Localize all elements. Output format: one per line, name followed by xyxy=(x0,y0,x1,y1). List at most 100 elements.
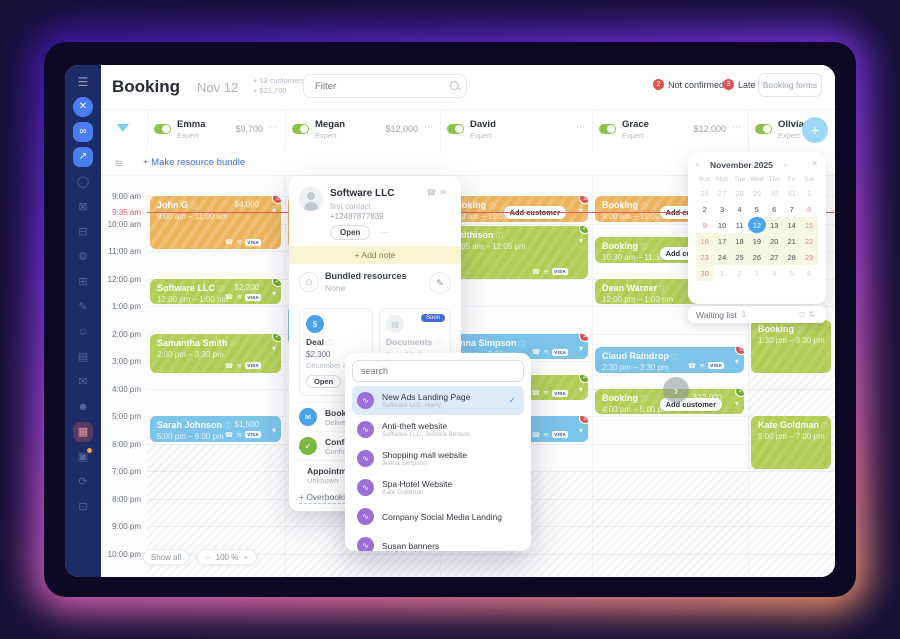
more-icon[interactable]: ⋯ xyxy=(269,122,278,132)
more-icon[interactable]: ⋯ xyxy=(424,122,433,132)
make-resource-bundle-link[interactable]: + Make resource bundle xyxy=(143,157,246,168)
zoom-out-button[interactable]: − xyxy=(205,552,211,562)
open-deal-button[interactable]: Open xyxy=(306,375,342,388)
booking-card[interactable]: Kate Goldman ⓘ 5:00 pm – 7:00 pm xyxy=(751,416,831,469)
calendar-day[interactable]: 5 xyxy=(789,268,794,278)
messages-icon[interactable]: ⊠ xyxy=(78,201,88,213)
calendar-day[interactable]: 27 xyxy=(717,188,727,198)
zoom-in-button[interactable]: + xyxy=(243,552,249,562)
chat-icon[interactable]: ✉ xyxy=(440,188,451,197)
filter-input[interactable] xyxy=(313,80,447,93)
close-button[interactable]: ✕ xyxy=(73,96,93,117)
billing-icon[interactable]: ⊞ xyxy=(78,276,88,288)
more-icon[interactable]: ⋯ xyxy=(732,122,741,132)
notes-icon[interactable]: ✎ xyxy=(78,301,88,313)
apps-icon[interactable]: ⊡ xyxy=(78,501,88,513)
edit-bundle-button[interactable]: ✎ xyxy=(429,272,451,294)
calendar-day[interactable]: 28 xyxy=(782,249,801,265)
chevron-down-icon[interactable]: ▾ xyxy=(578,384,583,394)
show-all-button[interactable]: Show all xyxy=(143,549,189,565)
profile-icon[interactable]: ☻ xyxy=(77,400,89,413)
more-icon[interactable]: ⋯ xyxy=(381,228,389,237)
selected-date[interactable]: Nov 12 xyxy=(197,80,239,95)
calendar-day[interactable]: 1 xyxy=(720,268,725,278)
close-calendar-icon[interactable]: ✕ xyxy=(811,159,818,168)
booking-card[interactable]: Smithison ⓘ 10:05 am – 12:05 pm ▾ ☎ ≋ VISA ✓ xyxy=(443,225,588,279)
calendar-day[interactable]: 2 xyxy=(702,204,707,214)
share-button[interactable]: ↗ xyxy=(73,146,93,167)
chevron-down-icon[interactable]: ▾ xyxy=(271,343,276,353)
calendar-day[interactable]: 11 xyxy=(735,220,744,230)
contact-actions[interactable]: ☎✉ xyxy=(426,188,451,197)
mail-icon[interactable]: ✉ xyxy=(78,376,88,388)
calendar-day[interactable]: 19 xyxy=(748,233,766,249)
chevron-down-icon[interactable]: ▾ xyxy=(734,357,739,367)
calendar-day[interactable]: 1 xyxy=(806,188,812,198)
calendar-day[interactable]: 26 xyxy=(748,249,766,265)
calendar-day[interactable]: 3 xyxy=(720,204,725,214)
contacts-icon[interactable]: ☺ xyxy=(77,325,89,338)
calendar-day[interactable]: 4 xyxy=(737,204,742,214)
overbooking-link[interactable]: + Overbooking xyxy=(299,492,355,504)
calendar-day[interactable]: 4 xyxy=(772,268,777,278)
calendar-day[interactable]: 17 xyxy=(713,233,731,249)
calendar-day[interactable]: 13 xyxy=(765,217,783,233)
filter-funnel-icon[interactable] xyxy=(117,124,129,132)
calendar-day[interactable]: 15 xyxy=(800,217,818,233)
booking-card[interactable]: Samantha Smith ⓘ 2:00 pm – 3:30 pm ▾ ☎ ≋ VISA… xyxy=(150,333,281,373)
bookings-icon[interactable]: ▣ xyxy=(73,447,93,467)
chevron-down-icon[interactable]: ▾ xyxy=(578,343,583,353)
calendar-day[interactable]: 5 xyxy=(754,204,759,214)
resource-toggle[interactable] xyxy=(447,124,464,134)
chevron-down-icon[interactable]: ▾ xyxy=(734,398,739,408)
layers-icon[interactable]: ≋ xyxy=(114,158,124,170)
add-resource-button[interactable]: + xyxy=(802,117,828,143)
chevron-down-icon[interactable]: ▾ xyxy=(271,206,276,215)
calendar-day[interactable]: 28 xyxy=(735,188,744,198)
booking-forms-button[interactable]: Booking forms xyxy=(758,73,822,97)
dropdown-item[interactable]: ∿ Anti-theft website Software LLC, Jessica… xyxy=(352,415,524,444)
prev-month-button[interactable]: ‹ xyxy=(696,159,699,169)
calendar-day[interactable]: 18 xyxy=(730,233,749,249)
calendar-day[interactable]: 7 xyxy=(789,204,794,214)
calendar-day[interactable]: 29 xyxy=(800,249,818,265)
filter-box[interactable] xyxy=(303,74,467,98)
calendar-day[interactable]: 9 xyxy=(702,220,707,230)
waiting-list-bar[interactable]: Waiting list 1 ⊙⇅ xyxy=(688,306,826,323)
booking-card[interactable]: Sarah Johnson ⓘ $1,500 5:00 pm – 6:00 pm ▾ ☎… xyxy=(150,416,281,442)
calendar-day[interactable]: 21 xyxy=(782,233,801,249)
settings-icon[interactable]: ⚙ xyxy=(78,251,88,263)
calendar-day[interactable]: 10 xyxy=(717,220,727,230)
resource-toggle[interactable] xyxy=(154,124,171,134)
more-icon[interactable]: ⋯ xyxy=(576,122,585,132)
calendar-day[interactable]: 27 xyxy=(765,249,783,265)
open-contact-button[interactable]: Open xyxy=(330,225,371,240)
dropdown-search-input[interactable] xyxy=(352,360,524,382)
calendar-day[interactable]: 6 xyxy=(806,268,812,278)
calendar-day[interactable]: 30 xyxy=(696,265,714,281)
add-note-button[interactable]: + Add note xyxy=(289,246,461,264)
chevron-down-icon[interactable]: ▾ xyxy=(578,235,583,245)
calendar-day[interactable]: 26 xyxy=(700,188,709,198)
calendar-day[interactable]: 14 xyxy=(782,217,801,233)
booking-card[interactable]: Software LLC ⓘ $2,200 12:00 pm – 1:00 pm ▾ ☎… xyxy=(150,278,281,304)
link-button[interactable]: ∞ xyxy=(73,121,93,142)
booking-card[interactable]: Claud Raindrop ⓘ 2:30 pm – 3:30 pm ▾ ☎ ≋ VISA… xyxy=(595,347,744,373)
calendar-day[interactable]: 6 xyxy=(772,204,777,214)
resource-toggle[interactable] xyxy=(292,124,309,134)
calendar-day[interactable]: 3 xyxy=(754,268,759,278)
dropdown-item[interactable]: ∿ Company Social Media Landing xyxy=(352,502,524,531)
scroll-next-button[interactable]: › xyxy=(663,377,689,403)
chevron-down-icon[interactable]: ▾ xyxy=(271,426,276,435)
booking-card[interactable]: Booking ⓘ 1:30 pm – 3:30 pm xyxy=(751,319,831,373)
calendar-day[interactable]: 24 xyxy=(713,249,731,265)
calendar-icon[interactable]: ▦ xyxy=(73,421,93,442)
calendar-day[interactable]: 22 xyxy=(800,233,818,249)
reports-icon[interactable]: ▤ xyxy=(77,351,89,363)
chevron-down-icon[interactable]: ▾ xyxy=(271,288,276,298)
calendar-day[interactable]: 2 xyxy=(737,268,742,278)
history-icon[interactable]: ⟳ xyxy=(78,476,88,488)
phone-icon[interactable]: ☎ xyxy=(426,188,441,197)
calendar-day[interactable]: 31 xyxy=(787,188,796,198)
